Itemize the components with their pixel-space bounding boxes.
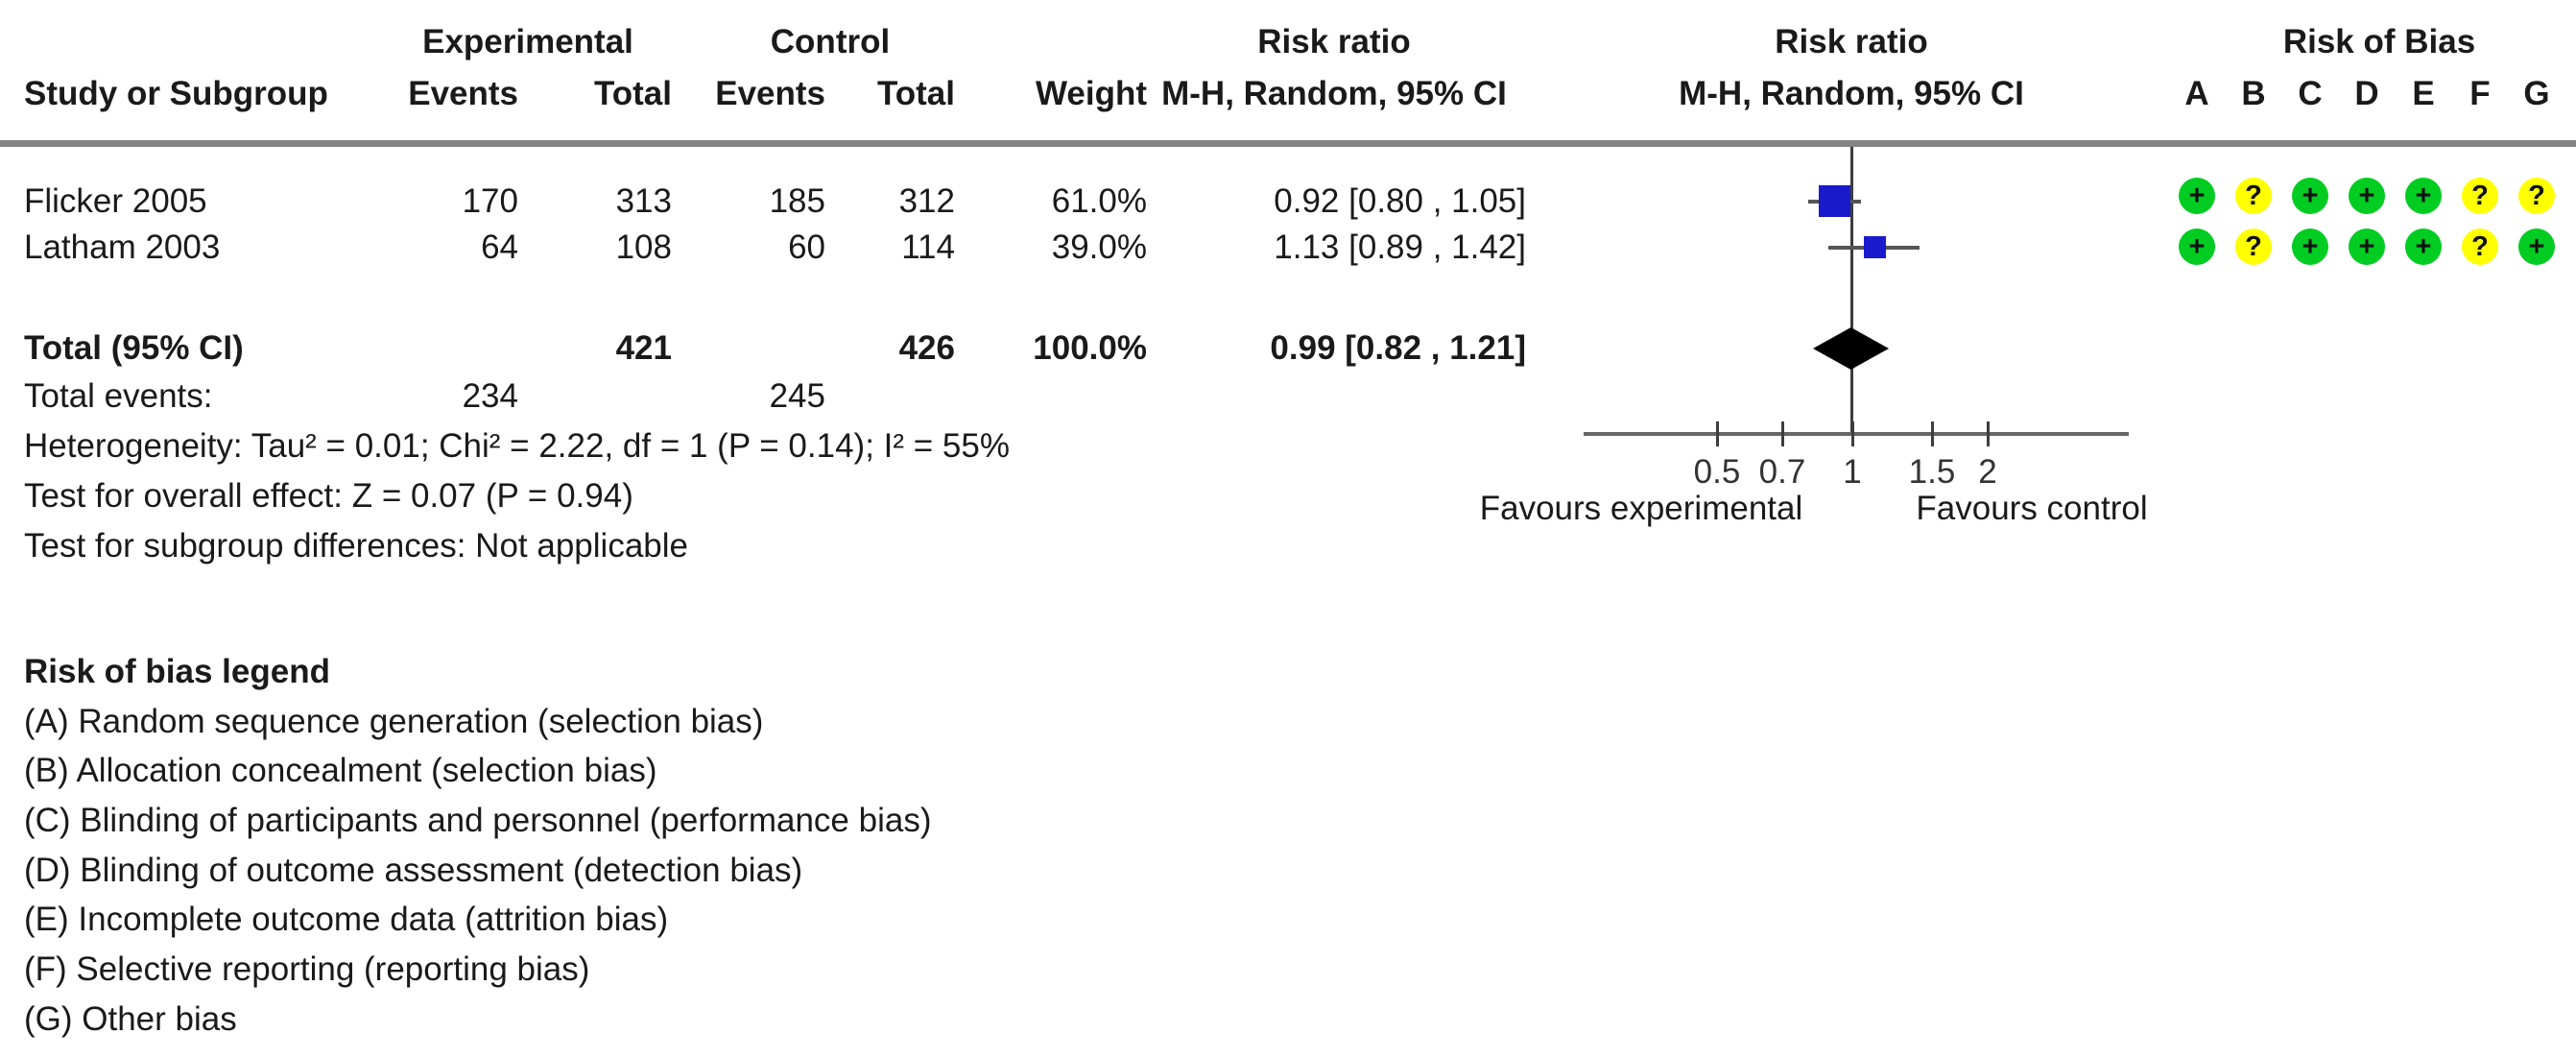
col-header-ctrl-total: Total <box>876 75 955 112</box>
favours-experimental-label: Favours experimental <box>1479 490 1803 527</box>
heterogeneity-stats: Heterogeneity: Tau² = 0.01; Chi² = 2.22,… <box>24 427 1010 465</box>
x-axis-tick-label: 0.5 <box>1693 453 1741 491</box>
risk-of-bias-icon: ? <box>2462 178 2498 214</box>
rob-legend-title: Risk of bias legend <box>24 653 330 690</box>
x-axis-tick-label: 0.7 <box>1758 453 1806 491</box>
risk-of-bias-icon: + <box>2179 228 2215 265</box>
group-header-control: Control <box>770 23 891 60</box>
rob-legend-item: (A) Random sequence generation (selectio… <box>24 703 764 740</box>
x-axis-tick <box>1987 421 1990 446</box>
total-events-label: Total events: <box>24 377 213 415</box>
study-ctrl-events: 185 <box>769 182 825 220</box>
pooled-diamond <box>1813 327 1889 370</box>
rob-col-header-f: F <box>2469 75 2491 112</box>
total-ci-text: 0.99 [0.82 , 1.21] <box>1270 329 1526 367</box>
risk-of-bias-icon: + <box>2518 228 2555 265</box>
group-header-experimental: Experimental <box>422 23 633 60</box>
study-ctrl-total: 312 <box>898 182 955 220</box>
risk-of-bias-icon: + <box>2349 178 2385 214</box>
study-exp-total: 313 <box>615 182 672 220</box>
x-axis-tick-label: 1.5 <box>1908 453 1956 491</box>
col-header-exp-total: Total <box>593 75 672 112</box>
study-ctrl-total: 114 <box>901 228 955 266</box>
x-axis-tick <box>1781 421 1784 446</box>
col-header-study: Study or Subgroup <box>24 75 328 112</box>
total-events-control: 245 <box>769 377 825 415</box>
x-axis-tick-label: 1 <box>1843 453 1862 491</box>
risk-of-bias-icon: + <box>2405 228 2442 265</box>
effect-marker-latham <box>1864 236 1886 258</box>
x-axis-tick <box>1851 421 1854 446</box>
risk-of-bias-icon: ? <box>2235 178 2272 214</box>
rob-col-header-a: A <box>2184 75 2209 112</box>
subgroup-differences-test: Test for subgroup differences: Not appli… <box>24 527 688 565</box>
rob-col-header-c: C <box>2298 75 2323 112</box>
risk-of-bias-icon: + <box>2292 178 2328 214</box>
null-effect-line <box>1850 147 1853 434</box>
favours-control-label: Favours control <box>1916 490 2148 527</box>
x-axis-tick-label: 2 <box>1978 453 1997 491</box>
study-weight: 61.0% <box>1051 182 1147 220</box>
risk-of-bias-icon: ? <box>2462 228 2498 265</box>
risk-of-bias-title: Risk of Bias <box>2282 23 2476 60</box>
total-exp-total: 421 <box>615 329 672 367</box>
header-divider <box>0 140 2576 147</box>
plot-column-title: Risk ratio <box>1775 23 1928 60</box>
rob-legend-item: (F) Selective reporting (reporting bias) <box>24 950 590 988</box>
x-axis-tick <box>1931 421 1934 446</box>
col-header-effect-method: M-H, Random, 95% CI <box>1161 75 1507 112</box>
study-name: Flicker 2005 <box>24 182 207 220</box>
effect-marker-flicker <box>1819 185 1850 217</box>
total-label: Total (95% CI) <box>24 329 244 367</box>
rob-legend-item: (B) Allocation concealment (selection bi… <box>24 752 657 789</box>
x-axis-line <box>1584 432 2129 436</box>
x-axis-tick <box>1716 421 1719 446</box>
rob-col-header-e: E <box>2412 75 2435 112</box>
effect-column-title: Risk ratio <box>1257 23 1411 60</box>
risk-of-bias-icon: + <box>2349 228 2385 265</box>
study-name: Latham 2003 <box>24 228 221 266</box>
risk-of-bias-icon: ? <box>2518 178 2555 214</box>
study-weight: 39.0% <box>1051 228 1147 266</box>
col-header-ctrl-events: Events <box>715 75 825 112</box>
rob-legend-item: (E) Incomplete outcome data (attrition b… <box>24 901 669 938</box>
col-header-plot-method: M-H, Random, 95% CI <box>1679 75 2024 112</box>
col-header-weight: Weight <box>1035 75 1147 112</box>
rob-legend-item: (D) Blinding of outcome assessment (dete… <box>24 852 803 889</box>
study-exp-events: 64 <box>481 228 518 266</box>
risk-of-bias-icon: ? <box>2235 228 2272 265</box>
risk-of-bias-icon: + <box>2292 228 2328 265</box>
study-exp-total: 108 <box>615 228 672 266</box>
rob-legend-item: (C) Blinding of participants and personn… <box>24 802 932 839</box>
study-exp-events: 170 <box>462 182 518 220</box>
study-ci-text: 1.13 [0.89 , 1.42] <box>1274 228 1526 266</box>
total-ctrl-total: 426 <box>898 329 955 367</box>
risk-of-bias-icon: + <box>2405 178 2442 214</box>
rob-legend-item: (G) Other bias <box>24 1000 237 1038</box>
study-ctrl-events: 60 <box>788 228 825 266</box>
overall-effect-test: Test for overall effect: Z = 0.07 (P = 0… <box>24 477 633 515</box>
rob-col-header-g: G <box>2523 75 2550 112</box>
total-events-experimental: 234 <box>462 377 518 415</box>
total-weight: 100.0% <box>1033 329 1147 367</box>
rob-col-header-b: B <box>2241 75 2266 112</box>
study-ci-text: 0.92 [0.80 , 1.05] <box>1274 182 1526 220</box>
rob-col-header-d: D <box>2354 75 2379 112</box>
risk-of-bias-icon: + <box>2179 178 2215 214</box>
col-header-exp-events: Events <box>408 75 518 112</box>
